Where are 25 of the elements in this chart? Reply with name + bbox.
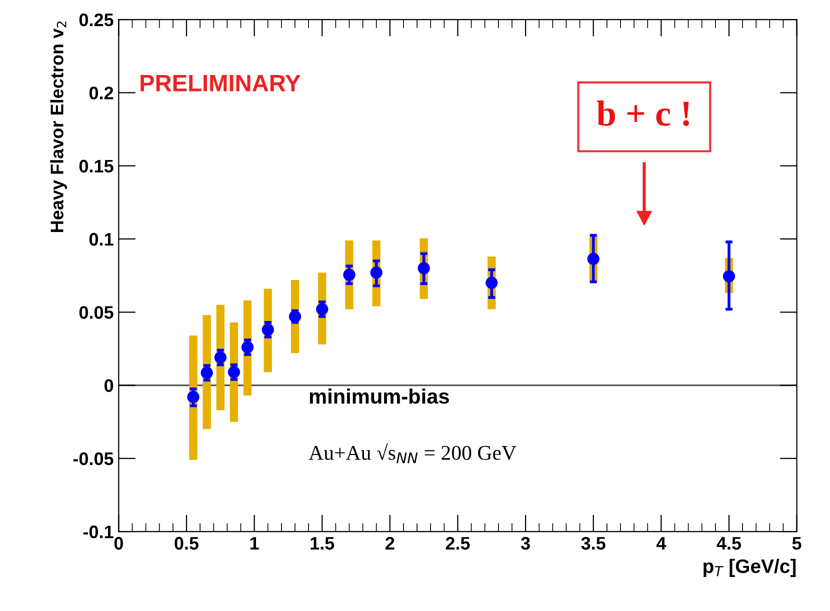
x-tick-label: 4 [656,537,666,550]
y-tick-label: 0.25 [79,13,114,26]
y-tick-label: 0.15 [79,160,114,173]
x-tick-label: 3.5 [581,536,606,550]
annotation: PRELIMINARY [140,74,300,92]
x-tick-label: 0 [114,536,123,550]
y-tick-label: -0.05 [73,452,114,466]
x-tick-label: 5 [792,537,802,550]
y-tick-label: -0.1 [83,526,114,538]
y-tick-label: 0.1 [89,232,114,246]
x-tick-label: 1.5 [310,537,334,550]
x-tick-label: 2 [386,536,394,550]
annotation: Au+Au √s$_{NN}$ = 200 GeV [308,443,516,464]
x-tick-label: 3 [520,536,530,550]
x-tick-label: 2.5 [446,536,470,550]
y-axis-title: Heavy Flavor Electron v$_{2}$ [50,21,67,232]
x-tick-label: 1 [250,537,259,550]
y-tick-label: 0.2 [89,86,114,100]
annotation: b + c ! [596,100,690,126]
x-tick-label: 4.5 [716,537,742,550]
x-tick-label: 0.5 [174,536,199,550]
y-tick-label: 0 [104,379,114,392]
y-tick-label: 0.05 [79,306,114,319]
annotation: minimum-bias [310,388,449,404]
x-axis-title: p$_{T}$ [GeV/c] [704,558,796,577]
